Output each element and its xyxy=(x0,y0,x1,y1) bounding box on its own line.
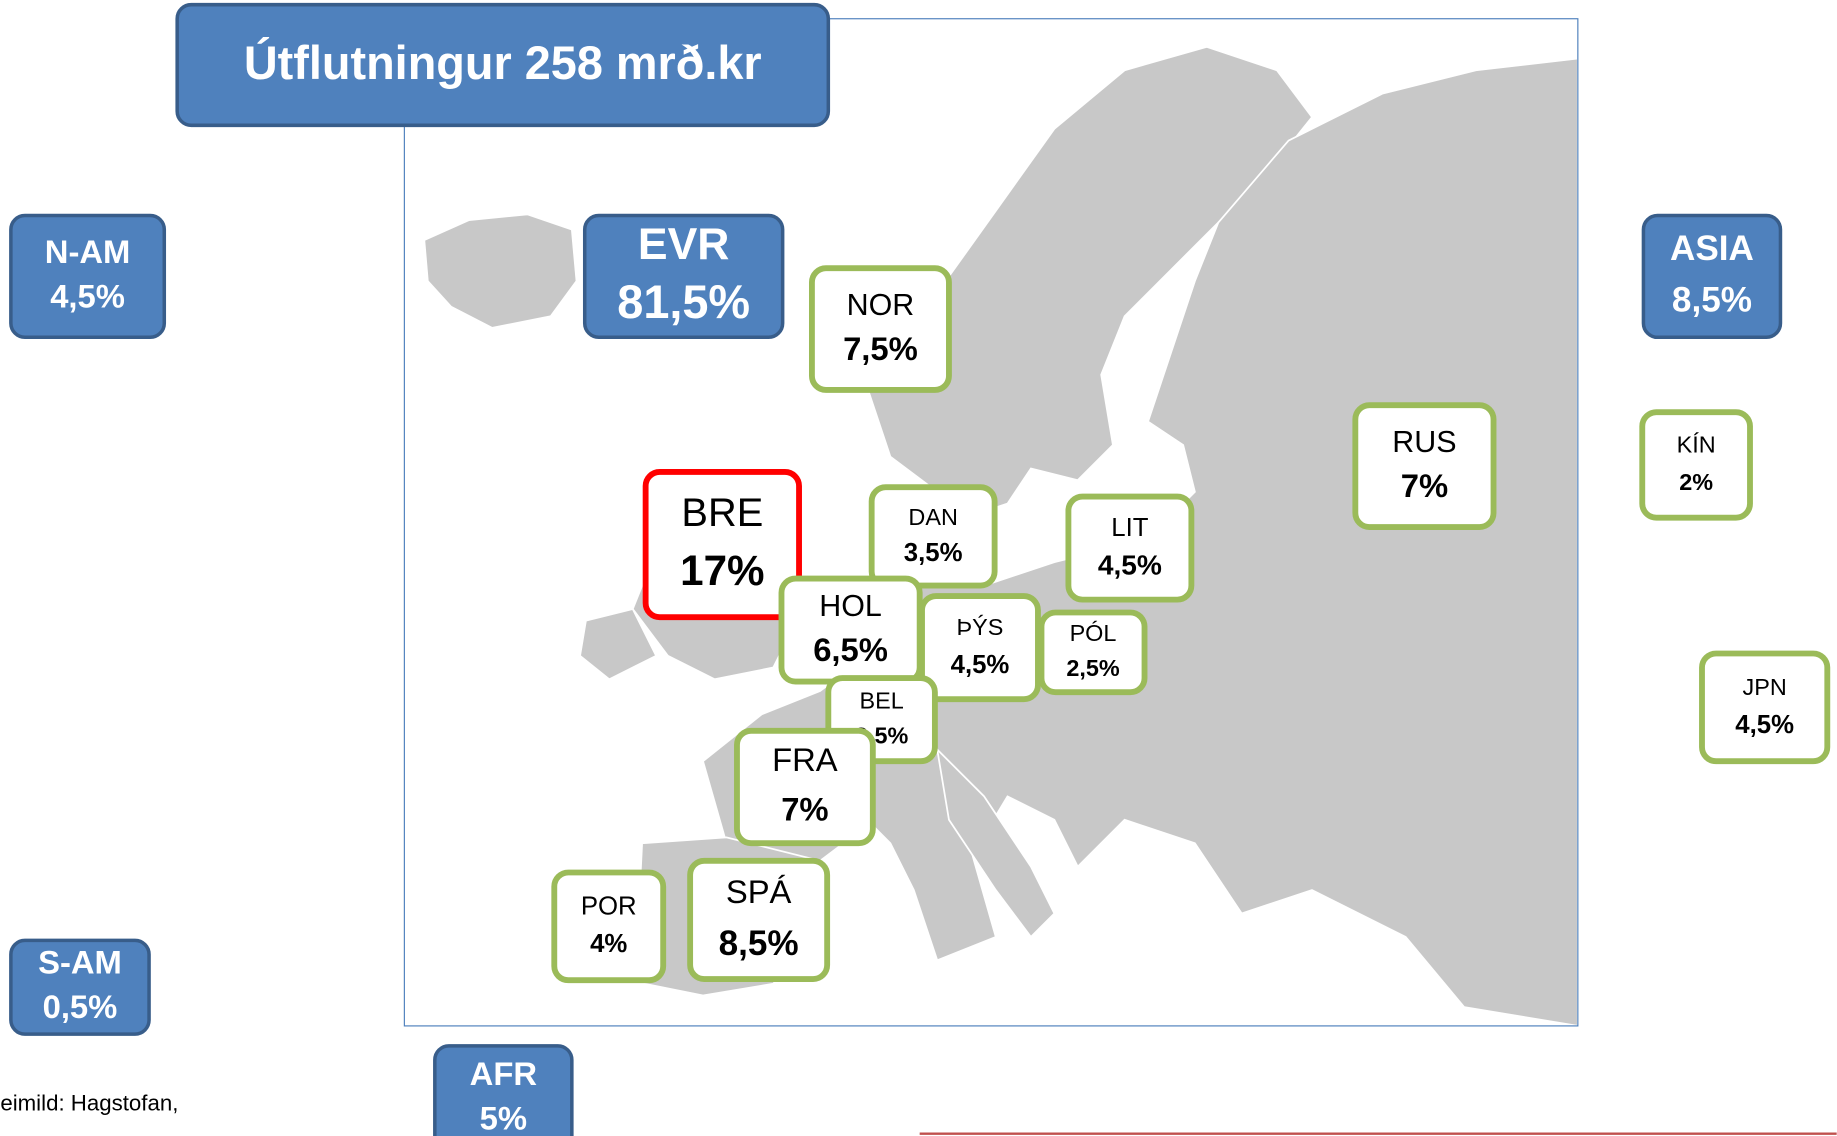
country-name: PÓL xyxy=(1070,620,1117,646)
country-share: 4,5% xyxy=(1098,549,1162,580)
country-name: HOL xyxy=(819,589,882,623)
region-box xyxy=(9,213,167,340)
italy xyxy=(935,746,1056,939)
country-share: 17% xyxy=(680,547,764,594)
title: Útflutningur 258 mrð.kr xyxy=(244,37,762,89)
country-share: 4,5% xyxy=(1735,711,1794,739)
country-box xyxy=(1352,402,1497,530)
country-name: RUS xyxy=(1392,425,1456,459)
source-note: eimild: Hagstofan, xyxy=(0,1090,178,1115)
region-box xyxy=(433,1044,574,1136)
country-box xyxy=(642,469,802,621)
country-box xyxy=(1639,409,1753,521)
country-share: 7% xyxy=(781,790,828,827)
country-box xyxy=(551,869,667,984)
country-name: FRA xyxy=(772,741,838,778)
region-box xyxy=(9,938,151,1036)
country-share: 2% xyxy=(1679,469,1713,495)
country-box xyxy=(1699,650,1831,765)
country-box xyxy=(919,593,1041,703)
country-share: 2,5% xyxy=(1066,655,1120,681)
region-name: S-AM xyxy=(38,944,122,981)
country-name: DAN xyxy=(908,504,957,530)
country-share: 4% xyxy=(590,930,627,958)
region-box xyxy=(1641,213,1783,340)
region-share: 5% xyxy=(480,1099,527,1136)
country-box xyxy=(808,265,952,393)
country-box xyxy=(687,857,831,982)
region-box xyxy=(582,213,785,340)
country-box xyxy=(1038,609,1148,696)
country-box xyxy=(1065,493,1195,603)
country-name: LIT xyxy=(1111,514,1148,542)
iceland xyxy=(423,213,578,329)
map-frame xyxy=(403,18,1579,1027)
region-share: 81,5% xyxy=(617,276,750,328)
country-name: KÍN xyxy=(1677,431,1716,457)
country-name: SPÁ xyxy=(726,873,792,910)
country-name: JPN xyxy=(1743,674,1787,700)
country-share: 7% xyxy=(1401,467,1448,504)
country-name: ÞÝS xyxy=(957,614,1004,640)
country-name: NOR xyxy=(847,288,915,322)
region-share: 4,5% xyxy=(50,277,125,314)
country-name: BEL xyxy=(859,687,903,713)
region-name: EVR xyxy=(638,220,730,269)
region-share: 0,5% xyxy=(43,988,118,1025)
ireland xyxy=(579,607,658,681)
region-name: ASIA xyxy=(1670,229,1754,268)
country-share: 8,5% xyxy=(719,924,799,963)
country-share: 4,5% xyxy=(951,651,1010,679)
country-share: 7,5% xyxy=(843,330,918,367)
region-name: N-AM xyxy=(45,233,131,270)
title-box xyxy=(175,2,831,128)
country-share: 6,5% xyxy=(813,631,888,668)
region-name: AFR xyxy=(470,1055,537,1092)
region-share: 8,5% xyxy=(1672,280,1752,319)
country-name: POR xyxy=(581,892,637,920)
country-name: BRE xyxy=(681,491,763,535)
country-box xyxy=(734,727,876,847)
country-box xyxy=(868,484,998,589)
country-share: 3,5% xyxy=(904,539,963,567)
